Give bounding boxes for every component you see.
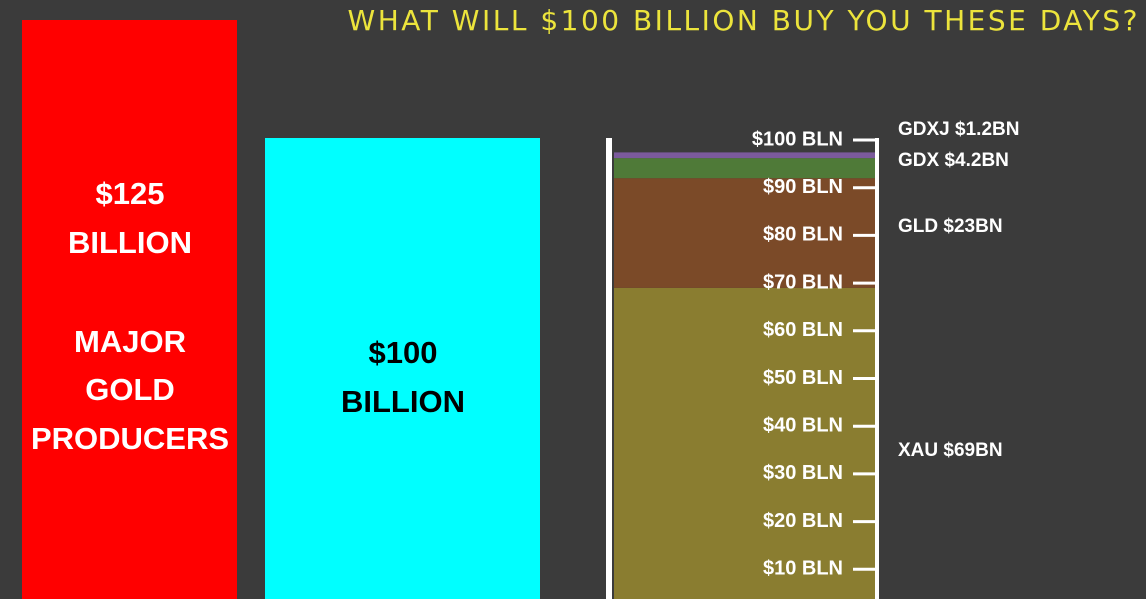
segment-label: GLD $23BN bbox=[898, 216, 1003, 237]
y-tick-label: $100 BLN bbox=[752, 128, 843, 150]
panel-line: BILLION bbox=[341, 384, 465, 419]
series-name: GDXJ bbox=[898, 119, 950, 140]
y-tick-label: $70 BLN bbox=[763, 271, 843, 293]
series-name: XAU bbox=[898, 440, 938, 461]
panel-line: BILLION bbox=[68, 225, 192, 260]
y-tick-label: $30 BLN bbox=[763, 462, 843, 484]
y-tick-label: $80 BLN bbox=[763, 224, 843, 246]
segment-label: GDXJ $1.2BN bbox=[898, 119, 1019, 140]
panel-line: $125 bbox=[96, 176, 165, 211]
bar-segment bbox=[614, 152, 875, 159]
value-label: $4.2BN bbox=[944, 150, 1008, 171]
y-tick-label: $10 BLN bbox=[763, 558, 843, 580]
panel-note: GOLD bbox=[85, 372, 175, 407]
value-label: $23BN bbox=[943, 216, 1002, 237]
bar-segment bbox=[614, 158, 875, 179]
segment-label: XAU $69BN bbox=[898, 440, 1003, 461]
bar-segment bbox=[614, 287, 875, 599]
y-tick-label: $90 BLN bbox=[763, 176, 843, 198]
axis-line bbox=[875, 138, 879, 599]
series-name: GLD bbox=[898, 216, 938, 237]
series-name: GDX bbox=[898, 150, 940, 171]
y-tick-label: $20 BLN bbox=[763, 510, 843, 532]
y-tick-label: $40 BLN bbox=[763, 414, 843, 436]
value-label: $69BN bbox=[943, 440, 1002, 461]
segment-label: GDX $4.2BN bbox=[898, 150, 1009, 171]
panel-note: PRODUCERS bbox=[31, 421, 229, 456]
y-tick-label: $50 BLN bbox=[763, 367, 843, 389]
bar-segment bbox=[614, 178, 875, 288]
title: WHAT WILL $100 BILLION BUY YOU THESE DAY… bbox=[348, 4, 1140, 37]
cyan-panel bbox=[265, 138, 540, 599]
y-tick-label: $60 BLN bbox=[763, 319, 843, 341]
red-panel bbox=[22, 20, 237, 599]
panel-line: $100 bbox=[369, 335, 438, 370]
value-label: $1.2BN bbox=[955, 119, 1019, 140]
panel-note: MAJOR bbox=[74, 324, 186, 359]
axis-line bbox=[606, 138, 612, 599]
